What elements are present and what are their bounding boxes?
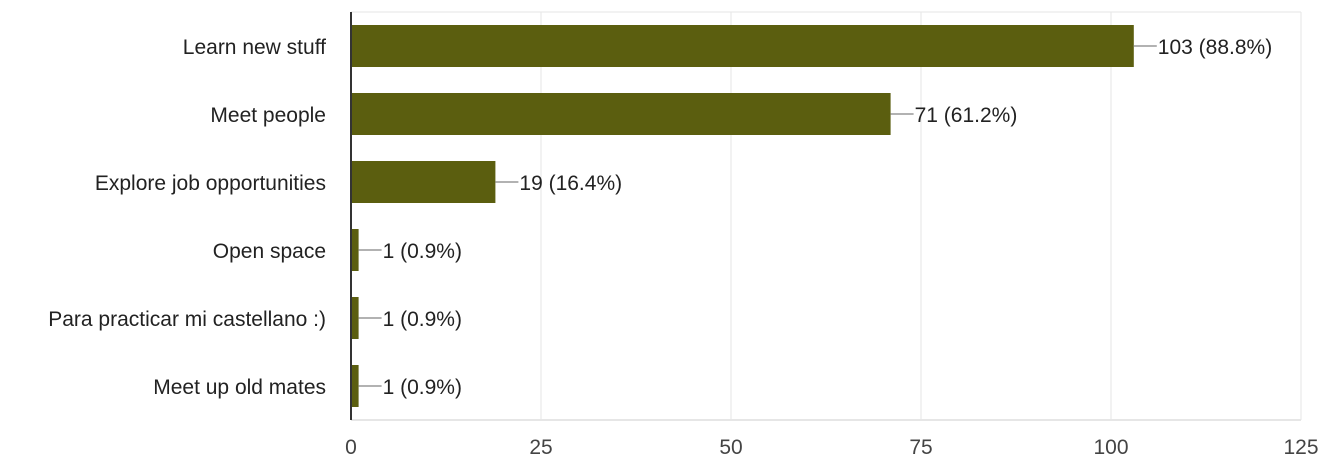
bar [351, 25, 1134, 67]
data-label: 103 (88.8%) [1158, 36, 1272, 59]
x-tick-label: 125 [1283, 436, 1318, 459]
bar [351, 93, 891, 135]
bar [351, 229, 359, 271]
x-tick-label: 25 [529, 436, 552, 459]
x-tick-label: 0 [345, 436, 357, 459]
bar [351, 297, 359, 339]
category-label: Meet up old mates [153, 376, 326, 399]
data-label: 1 (0.9%) [383, 376, 462, 399]
x-tick-label: 75 [909, 436, 932, 459]
category-label: Learn new stuff [183, 36, 326, 59]
data-label: 71 (61.2%) [915, 104, 1018, 127]
x-tick-label: 50 [719, 436, 742, 459]
bar [351, 161, 496, 203]
category-label: Para practicar mi castellano :) [48, 308, 326, 331]
category-label: Explore job opportunities [95, 172, 326, 195]
data-label: 19 (16.4%) [519, 172, 622, 195]
data-label: 1 (0.9%) [383, 240, 462, 263]
x-tick-label: 100 [1093, 436, 1128, 459]
category-label: Open space [213, 240, 326, 263]
category-label: Meet people [210, 104, 326, 127]
data-label: 1 (0.9%) [383, 308, 462, 331]
bar [351, 365, 359, 407]
